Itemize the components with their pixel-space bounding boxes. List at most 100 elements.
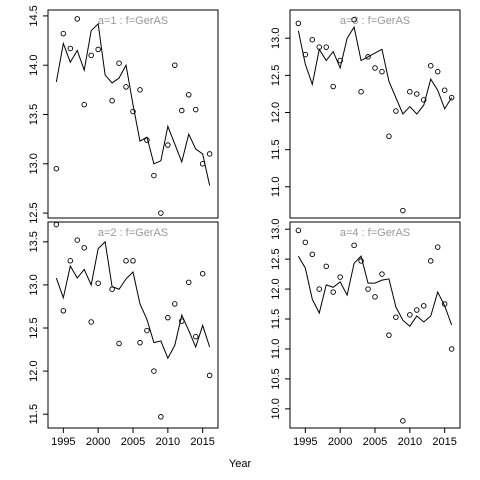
y-tick-label: 11.5 (28, 404, 40, 425)
data-point (400, 418, 406, 424)
fit-line (55, 22, 211, 186)
data-point (393, 314, 399, 320)
y-tick-label: 12.0 (28, 360, 40, 381)
data-point (60, 308, 67, 314)
data-point (358, 88, 364, 95)
data-point (337, 57, 343, 64)
panel-title: a=4 : f=GerAS (340, 227, 410, 239)
data-point (302, 239, 309, 246)
data-point (427, 62, 434, 69)
data-point (316, 286, 323, 292)
y-tick-label: 13.5 (28, 231, 40, 252)
data-point (123, 258, 129, 264)
data-point (330, 289, 336, 295)
data-point (158, 414, 164, 420)
data-point (421, 97, 427, 103)
y-tick-label: 13.0 (270, 28, 282, 49)
y-tick-label: 12.5 (270, 248, 282, 269)
data-point (414, 307, 420, 313)
data-point (185, 92, 192, 98)
x-tick-label: 2000 (86, 436, 110, 448)
data-point (116, 60, 122, 66)
data-point (137, 87, 143, 93)
data-point (151, 172, 157, 179)
fit-line (297, 25, 453, 115)
data-point (206, 372, 213, 379)
y-tick-label: 14.0 (28, 54, 40, 75)
y-tick-label: 12.5 (28, 202, 40, 223)
data-point (116, 340, 122, 347)
data-point (81, 245, 87, 251)
data-point (323, 44, 329, 50)
data-point (414, 91, 420, 97)
data-point (295, 20, 302, 27)
data-point (199, 270, 206, 277)
data-point (95, 280, 101, 286)
data-point (179, 107, 185, 114)
data-point (130, 108, 136, 115)
data-point (351, 242, 357, 249)
y-tick-label: 11.0 (270, 177, 282, 198)
data-point (365, 286, 371, 292)
data-point (74, 237, 81, 243)
data-point (323, 263, 329, 270)
data-point (130, 258, 136, 264)
data-point (81, 101, 87, 108)
panel-title: a=1 : f=GerAS (98, 15, 168, 27)
data-point (393, 108, 399, 114)
data-point (123, 84, 129, 90)
y-tick-label: 11.5 (270, 309, 282, 330)
data-point (67, 45, 74, 52)
data-point (441, 87, 448, 93)
fit-line (297, 255, 453, 327)
data-point (407, 312, 413, 318)
panel-frame (47, 221, 219, 429)
data-point (88, 319, 94, 325)
data-point (192, 333, 199, 340)
data-point (372, 294, 378, 300)
data-point (165, 142, 171, 148)
y-tick-label: 13.0 (28, 153, 40, 174)
data-point (379, 271, 385, 277)
data-point (407, 88, 413, 95)
x-tick-label: 1995 (51, 436, 75, 448)
x-tick-label: 2000 (328, 436, 352, 448)
data-point (351, 16, 357, 23)
x-axis-label: Year (229, 458, 252, 470)
x-tick-label: 1995 (293, 436, 317, 448)
panel-frame (289, 9, 461, 219)
data-point (144, 327, 150, 334)
data-point (330, 83, 336, 90)
data-point (448, 346, 455, 352)
y-tick-label: 12.0 (270, 278, 282, 299)
data-point (206, 151, 213, 157)
y-tick-label: 12.5 (28, 317, 40, 338)
data-point (158, 210, 164, 216)
data-point (427, 258, 434, 264)
data-point (337, 274, 343, 280)
y-tick-label: 11.0 (270, 339, 282, 360)
x-tick-label: 2010 (156, 436, 180, 448)
panel-frame (289, 221, 461, 429)
y-tick-label: 12.5 (270, 65, 282, 86)
data-point (74, 16, 81, 22)
data-point (386, 133, 392, 140)
y-tick-label: 13.0 (28, 274, 40, 295)
data-point (185, 279, 192, 286)
data-point (151, 368, 157, 374)
y-tick-label: 10.5 (270, 368, 282, 389)
data-point (448, 94, 455, 101)
data-point (165, 314, 171, 321)
data-point (309, 36, 316, 43)
y-tick-label: 12.0 (270, 102, 282, 123)
data-point (386, 332, 392, 338)
data-point (53, 165, 60, 172)
fit-line (55, 240, 211, 360)
y-tick-label: 13.0 (270, 218, 282, 239)
data-point (137, 339, 143, 346)
data-point (434, 68, 441, 75)
x-tick-label: 2015 (190, 436, 214, 448)
data-point (192, 106, 199, 113)
data-point (379, 68, 385, 75)
